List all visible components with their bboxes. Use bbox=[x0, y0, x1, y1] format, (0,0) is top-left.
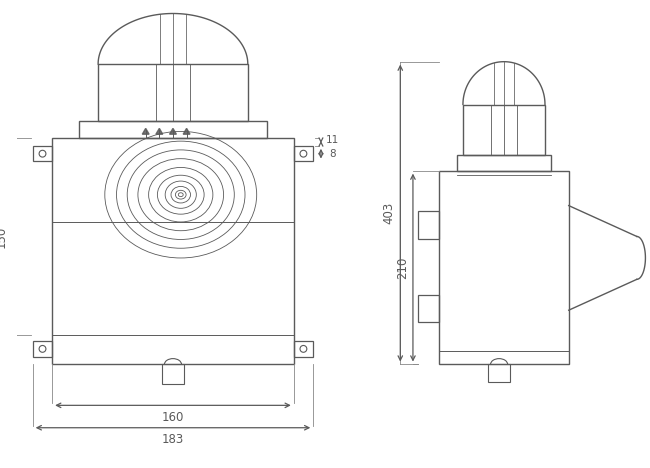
Polygon shape bbox=[183, 128, 190, 134]
Text: 183: 183 bbox=[162, 433, 184, 446]
Bar bbox=[439, 171, 569, 365]
Bar bbox=[294, 341, 313, 357]
Bar bbox=[488, 365, 510, 382]
Text: 403: 403 bbox=[382, 202, 395, 224]
Bar bbox=[418, 211, 439, 239]
Bar bbox=[32, 146, 52, 161]
Bar bbox=[98, 64, 248, 121]
Polygon shape bbox=[156, 128, 162, 134]
Polygon shape bbox=[170, 128, 176, 134]
Text: 11: 11 bbox=[326, 135, 339, 145]
Text: 8: 8 bbox=[330, 149, 336, 159]
Bar bbox=[463, 104, 545, 155]
Bar bbox=[418, 294, 439, 322]
Text: 150: 150 bbox=[0, 226, 8, 248]
Bar bbox=[79, 121, 267, 138]
Text: 160: 160 bbox=[162, 410, 184, 424]
Bar bbox=[162, 365, 184, 384]
Bar bbox=[458, 155, 551, 171]
Text: 210: 210 bbox=[396, 256, 409, 279]
Polygon shape bbox=[142, 128, 149, 134]
Bar bbox=[52, 138, 294, 365]
Bar bbox=[32, 341, 52, 357]
Bar bbox=[294, 146, 313, 161]
